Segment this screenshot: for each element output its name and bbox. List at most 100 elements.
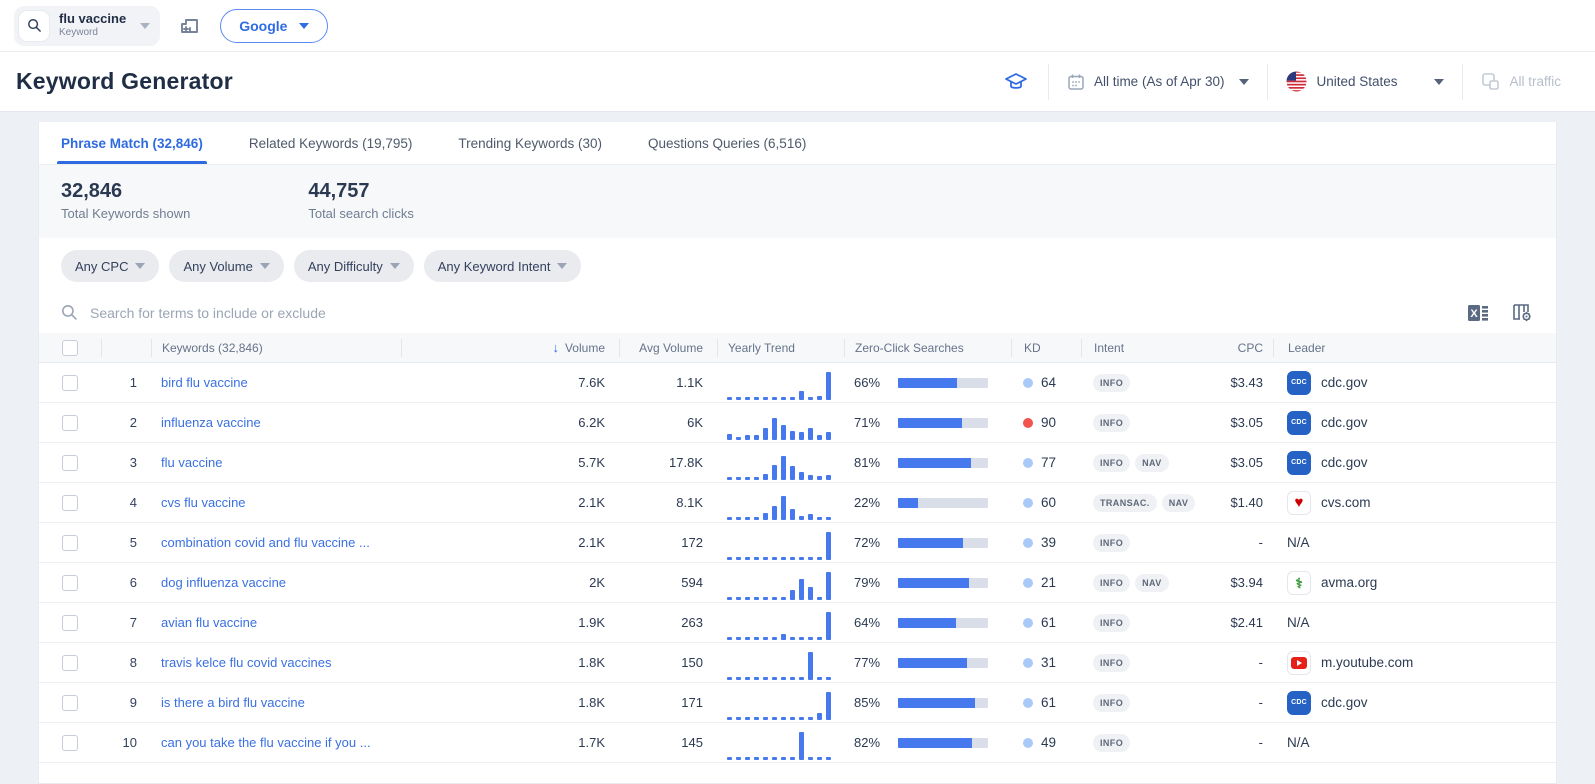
filter-keyword-intent[interactable]: Any Keyword Intent [424, 250, 582, 282]
trend-bar [727, 397, 732, 400]
row-checkbox[interactable] [62, 615, 78, 631]
keyword-link[interactable]: avian flu vaccine [161, 615, 257, 630]
trend-bar [826, 757, 831, 760]
date-range-selector[interactable]: All time (As of Apr 30) [1048, 64, 1268, 100]
row-checkbox[interactable] [62, 655, 78, 671]
trend-bar [808, 557, 813, 560]
intent-badge: TRANSAC. [1093, 494, 1157, 512]
intent-badge: NAV [1135, 454, 1169, 472]
leader-domain[interactable]: cdc.gov [1321, 695, 1368, 710]
trend-bar [781, 757, 786, 760]
keyword-link[interactable]: influenza vaccine [161, 415, 261, 430]
tab-bar: Phrase Match (32,846) Related Keywords (… [39, 122, 1556, 165]
keyword-link[interactable]: cvs flu vaccine [161, 495, 246, 510]
zero-click-bar-fill [898, 738, 972, 748]
volume-value: 7.6K [401, 375, 619, 390]
kd-dot [1023, 378, 1033, 388]
manage-columns-icon[interactable] [1511, 302, 1534, 323]
row-checkbox[interactable] [62, 495, 78, 511]
traffic-label: All traffic [1509, 74, 1561, 89]
leader-domain[interactable]: cvs.com [1321, 495, 1371, 510]
trend-bar [799, 516, 804, 520]
trend-bar [799, 637, 804, 640]
keyword-link[interactable]: can you take the flu vaccine if you ... [161, 735, 371, 750]
keyword-link[interactable]: bird flu vaccine [161, 375, 248, 390]
keywords-column-header[interactable]: Keywords (32,846) [151, 339, 401, 357]
trend-bar [826, 677, 831, 680]
trend-bar [745, 597, 750, 600]
kd-dot [1023, 578, 1033, 588]
export-excel-icon[interactable]: X [1467, 303, 1489, 323]
trend-bar [763, 474, 768, 480]
learn-button[interactable] [984, 64, 1048, 100]
devices-icon [1481, 72, 1500, 91]
zero-click-bar [898, 738, 988, 748]
terms-search-input[interactable] [90, 305, 1455, 321]
tab-questions-queries[interactable]: Questions Queries (6,516) [648, 122, 806, 164]
row-rank: 4 [101, 495, 151, 510]
cpc-value: - [1199, 535, 1273, 550]
kd-value: 61 [1041, 615, 1056, 630]
leader-domain[interactable]: cdc.gov [1321, 415, 1368, 430]
leader-domain[interactable]: cdc.gov [1321, 455, 1368, 470]
row-checkbox[interactable] [62, 375, 78, 391]
keyword-link[interactable]: travis kelce flu covid vaccines [161, 655, 332, 670]
tab-phrase-match[interactable]: Phrase Match (32,846) [61, 122, 203, 164]
traffic-selector: All traffic [1462, 64, 1579, 100]
row-checkbox[interactable] [62, 735, 78, 751]
trend-bar [826, 432, 831, 440]
zero-click-column-header[interactable]: Zero-Click Searches [844, 339, 1011, 357]
leader-domain[interactable]: m.youtube.com [1321, 655, 1413, 670]
search-engine-selector[interactable]: Google [220, 9, 328, 43]
engine-label: Google [239, 18, 287, 34]
tab-related-keywords[interactable]: Related Keywords (19,795) [249, 122, 413, 164]
row-checkbox[interactable] [62, 575, 78, 591]
trend-bar [808, 475, 813, 480]
row-checkbox[interactable] [62, 415, 78, 431]
zero-click-bar [898, 698, 988, 708]
zero-click-bar [898, 658, 988, 668]
zero-click-bar-fill [898, 578, 969, 588]
keyword-link[interactable]: combination covid and flu vaccine ... [161, 535, 370, 550]
kd-column-header[interactable]: KD [1011, 339, 1081, 357]
volume-column-header[interactable]: ↓ Volume [401, 339, 619, 357]
row-checkbox[interactable] [62, 695, 78, 711]
trend-bar [781, 677, 786, 680]
new-tab-icon[interactable] [178, 14, 202, 38]
cdc-favicon-icon: CDC [1287, 451, 1311, 475]
intent-column-header[interactable]: Intent [1081, 339, 1199, 357]
trend-bar [772, 397, 777, 400]
select-all-checkbox[interactable] [62, 340, 78, 356]
trend-bar [781, 634, 786, 640]
filter-difficulty[interactable]: Any Difficulty [294, 250, 414, 282]
total-keywords-label: Total Keywords shown [61, 206, 190, 221]
kd-value: 90 [1041, 415, 1056, 430]
avg-volume-column-header[interactable]: Avg Volume [619, 339, 717, 357]
rank-column-header [101, 339, 151, 357]
keyword-link[interactable]: is there a bird flu vaccine [161, 695, 305, 710]
tab-trending-keywords[interactable]: Trending Keywords (30) [458, 122, 602, 164]
trend-bar [736, 397, 741, 400]
cpc-value: $3.05 [1199, 455, 1273, 470]
trend-bar [727, 757, 732, 760]
kd-value: 31 [1041, 655, 1056, 670]
row-rank: 5 [101, 535, 151, 550]
leader-domain[interactable]: cdc.gov [1321, 375, 1368, 390]
volume-value: 1.8K [401, 655, 619, 670]
trend-bar [799, 579, 804, 600]
leader-column-header[interactable]: Leader [1273, 339, 1557, 357]
trend-bar [736, 477, 741, 480]
keyword-link[interactable]: dog influenza vaccine [161, 575, 286, 590]
kd-value: 39 [1041, 535, 1056, 550]
cpc-column-header[interactable]: CPC [1199, 339, 1273, 357]
trend-bar [817, 517, 822, 520]
row-checkbox[interactable] [62, 455, 78, 471]
country-selector[interactable]: United States [1267, 64, 1462, 100]
filter-cpc[interactable]: Any CPC [61, 250, 159, 282]
trend-bar [736, 757, 741, 760]
keyword-link[interactable]: flu vaccine [161, 455, 222, 470]
leader-domain[interactable]: avma.org [1321, 575, 1377, 590]
row-checkbox[interactable] [62, 535, 78, 551]
filter-volume[interactable]: Any Volume [169, 250, 283, 282]
keyword-search-chip[interactable]: flu vaccine Keyword [14, 6, 160, 46]
